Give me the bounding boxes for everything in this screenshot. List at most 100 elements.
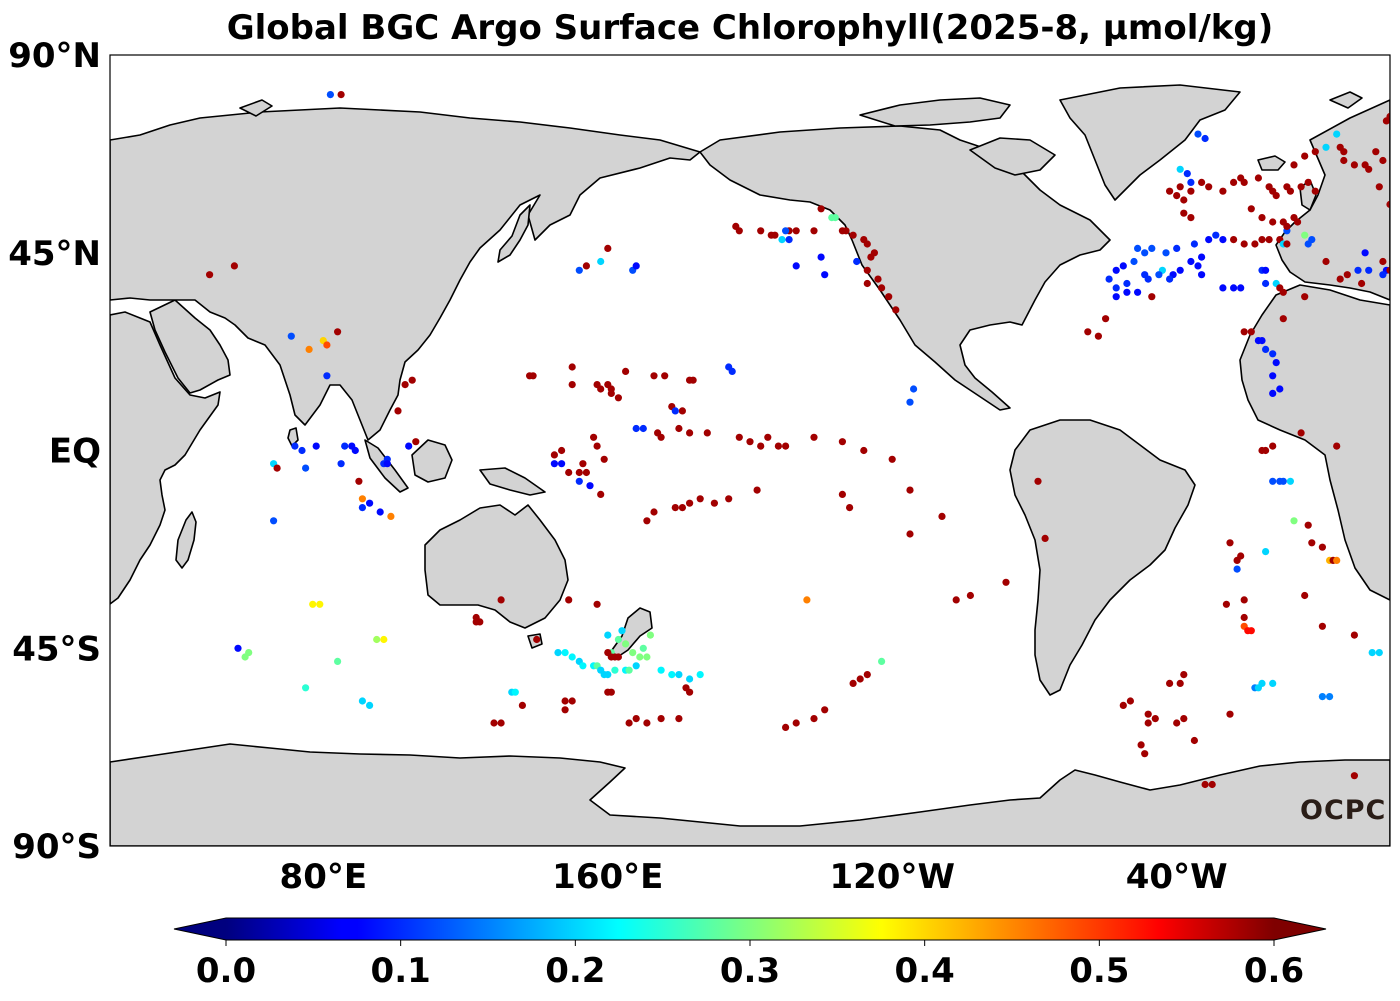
landmass-africa: [110, 311, 221, 605]
landmass-arctic-islands: [859, 97, 1011, 127]
argo-point: [604, 244, 612, 252]
latitude-ticks: 90°N 45°N EQ 45°S 90°S: [8, 36, 101, 867]
argo-point: [710, 499, 719, 507]
argo-point: [632, 424, 640, 433]
argo-point: [1240, 328, 1248, 336]
argo-point: [575, 468, 583, 477]
colorbar-tick-label: 0.2: [545, 951, 605, 991]
argo-point: [1283, 240, 1291, 248]
argo-point: [778, 236, 786, 244]
argo-point: [764, 433, 772, 441]
argo-point: [401, 381, 409, 389]
argo-point: [689, 376, 697, 384]
argo-point: [1173, 192, 1181, 200]
argo-point: [582, 468, 591, 477]
argo-point: [593, 442, 601, 450]
argo-point: [1180, 196, 1188, 204]
argo-point: [1148, 244, 1156, 252]
argo-point: [1269, 218, 1277, 226]
argo-point: [1134, 288, 1142, 296]
argo-point: [622, 640, 630, 648]
argo-point: [568, 363, 576, 371]
argo-point: [632, 662, 640, 670]
argo-point: [380, 635, 388, 644]
landmass-new-guinea: [479, 467, 546, 496]
argo-point: [910, 385, 918, 393]
argo-point: [1269, 372, 1277, 380]
argo-point: [1187, 178, 1195, 186]
argo-point: [554, 649, 562, 657]
argo-point: [1390, 170, 1397, 177]
argo-point: [1304, 178, 1312, 186]
argo-point: [661, 372, 669, 380]
argo-point: [1336, 275, 1344, 283]
argo-point: [1269, 679, 1277, 688]
argo-point: [1286, 187, 1294, 195]
argo-point: [408, 376, 416, 384]
argo-point: [774, 442, 783, 450]
argo-point: [309, 600, 317, 608]
argo-point: [1144, 710, 1152, 718]
colorbar-tick-label: 0.5: [1069, 951, 1129, 991]
landmass-japan: [497, 204, 531, 263]
argo-point: [614, 653, 623, 661]
argo-point: [885, 293, 893, 301]
lat-tick-label: 45°N: [8, 234, 101, 274]
argo-point: [1394, 249, 1400, 256]
argo-point: [1318, 693, 1326, 701]
argo-point: [230, 262, 238, 270]
argo-point: [1240, 613, 1248, 622]
landmass-south-america: [1009, 419, 1196, 696]
argo-point: [782, 227, 790, 235]
argo-point: [792, 227, 800, 235]
argo-point: [1368, 649, 1376, 657]
colorbar-extend-min: [174, 918, 226, 940]
argo-point: [366, 499, 374, 507]
argo-point: [757, 227, 765, 235]
lat-tick-label: 90°S: [12, 827, 101, 867]
argo-point: [1318, 543, 1326, 551]
argo-point: [1251, 240, 1259, 248]
argo-point: [341, 442, 349, 450]
argo-point: [1361, 249, 1369, 257]
argo-point: [1262, 345, 1270, 353]
argo-point: [298, 446, 306, 455]
argo-point: [1386, 112, 1390, 121]
argo-point: [863, 266, 871, 274]
argo-point: [1333, 442, 1341, 450]
argo-point: [529, 372, 537, 380]
argo-point: [1265, 236, 1273, 244]
argo-point: [358, 495, 366, 503]
argo-point: [1283, 222, 1291, 230]
argo-point: [597, 385, 605, 393]
argo-point: [1176, 183, 1184, 191]
argo-point: [678, 504, 687, 512]
argo-point: [1269, 350, 1277, 358]
argo-point: [1230, 284, 1238, 292]
argo-point: [810, 715, 818, 723]
argo-point: [874, 275, 882, 283]
argo-point: [1322, 257, 1330, 266]
argo-point: [1258, 236, 1266, 244]
argo-point: [1105, 275, 1113, 283]
argo-point: [853, 257, 861, 266]
argo-point: [1112, 266, 1120, 274]
argo-point: [1123, 279, 1131, 288]
argo-point: [1180, 715, 1188, 723]
argo-point: [686, 688, 694, 696]
argo-point: [1394, 196, 1400, 203]
argo-point: [1333, 556, 1341, 565]
argo-point: [387, 512, 395, 521]
argo-point: [1290, 161, 1298, 169]
argo-point: [746, 438, 754, 446]
landmass-iceland: [1257, 155, 1286, 171]
landmass-antarctica: [110, 743, 1390, 846]
argo-point: [376, 508, 384, 516]
argo-point: [273, 464, 281, 472]
argo-point: [1304, 521, 1312, 529]
argo-point: [1350, 631, 1358, 639]
argo-point: [1194, 262, 1202, 270]
argo-point: [1230, 236, 1238, 244]
argo-point: [1187, 257, 1195, 266]
argo-point: [550, 451, 559, 459]
